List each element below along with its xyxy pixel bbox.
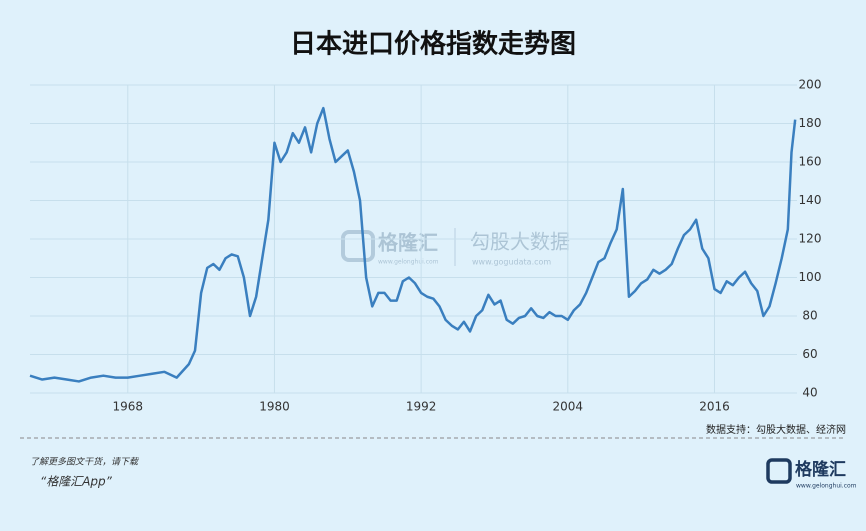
watermark: 格隆汇 www.gelonghui.com 勾股大数据 www.gogudata… (341, 228, 570, 267)
watermark-brand-url: www.gelonghui.com (378, 259, 439, 266)
y-tick-label: 160 (799, 155, 822, 169)
footer-logo-url: www.gelonghui.com (796, 483, 857, 490)
y-tick-label: 80 (802, 309, 817, 323)
y-tick-label: 200 (799, 78, 822, 92)
y-tick-label: 180 (799, 116, 822, 130)
y-tick-label: 140 (799, 193, 822, 207)
x-tick-label: 2004 (553, 400, 584, 414)
y-tick-label: 120 (799, 232, 822, 246)
x-tick-label: 1968 (113, 400, 144, 414)
y-tick-label: 60 (802, 347, 817, 361)
watermark-icon (341, 230, 375, 262)
data-line (29, 106, 797, 383)
footer-line1: 了解更多图文干货，请下载 (30, 457, 139, 468)
watermark-partner-url: www.gogudata.com (472, 258, 551, 267)
x-tick-label: 1992 (406, 400, 437, 414)
y-tick-label: 100 (799, 270, 822, 284)
footer-logo: 格隆汇 (795, 459, 846, 480)
source-note: 数据支持：勾股大数据、经济网 (706, 423, 846, 436)
footer-logo-icon (766, 458, 792, 484)
y-tick-label: 40 (802, 386, 817, 400)
watermark-partner: 勾股大数据 (470, 230, 570, 254)
x-tick-label: 2016 (699, 400, 730, 414)
x-tick-label: 1980 (259, 400, 290, 414)
chart-title: 日本进口价格指数走势图 (290, 29, 576, 60)
footer-line2: “格隆汇App” (40, 475, 113, 489)
watermark-brand: 格隆汇 (378, 231, 438, 255)
